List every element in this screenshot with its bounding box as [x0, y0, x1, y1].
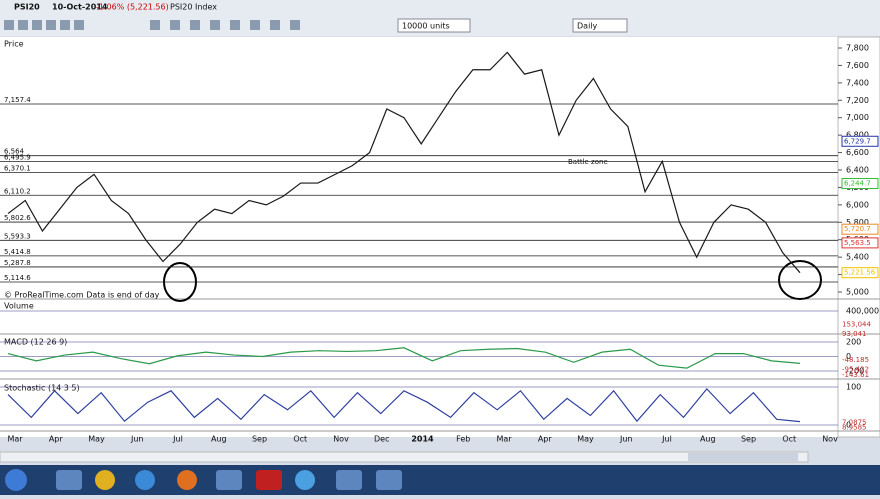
x-tick-label: May	[88, 435, 105, 444]
indicator-tag: 7.0875	[842, 418, 867, 426]
axis-area	[837, 36, 880, 438]
price-tag-label: 5,563.5	[844, 239, 871, 247]
panel-title: Price	[4, 40, 24, 49]
indicator-tag: -95.422	[842, 365, 869, 373]
instrument: PSI20 Index	[170, 3, 217, 12]
level-label: 7,157.4	[4, 96, 31, 104]
scrollbar[interactable]	[0, 451, 809, 463]
change: -1.06% (5,221.56)	[96, 3, 169, 12]
indicator-tag: 8.9585	[842, 424, 867, 432]
panel-title: Stochastic (14 3 5)	[4, 384, 80, 393]
annotation: Battle zone	[568, 158, 608, 166]
x-tick-label: Aug	[211, 435, 227, 444]
y-tick-label: 100	[846, 383, 861, 392]
price-tag	[841, 223, 879, 235]
price-tag	[841, 237, 879, 249]
y-tick-label: 7,400	[846, 78, 869, 87]
panel-title: Volume	[4, 302, 34, 311]
period[interactable]: Daily	[577, 22, 598, 31]
level-label: 6,110.2	[4, 187, 31, 195]
units[interactable]: 10000 units	[402, 22, 450, 31]
scroll-thumb[interactable]	[688, 453, 798, 461]
x-tick-label: 2014	[411, 435, 434, 444]
y-tick-label: 7,200	[846, 96, 869, 105]
x-tick-label: Apr	[538, 435, 553, 444]
symbol: PSI20	[14, 3, 40, 12]
x-tick-label: Jul	[661, 435, 672, 444]
x-tick-label: Nov	[822, 435, 838, 444]
x-tick-label: Mar	[7, 435, 23, 444]
level-label: 5,802.6	[4, 214, 31, 222]
price-line	[7, 51, 801, 274]
y-tick-label: 0	[846, 421, 851, 430]
x-tick-label: Aug	[700, 435, 716, 444]
indicator-tag: -48.185	[842, 356, 869, 364]
y-tick-label: 400,000	[846, 307, 879, 316]
y-tick-label: 6,600	[846, 148, 869, 157]
y-tick-label: 5,000	[846, 288, 869, 297]
macd-line	[7, 347, 801, 369]
price-tag-label: 5,221.56	[844, 269, 876, 277]
period-box[interactable]	[572, 18, 628, 33]
units-box[interactable]	[397, 18, 471, 33]
x-tick-label: Dec	[374, 435, 389, 444]
price-tag	[841, 135, 879, 147]
circle-annotation	[778, 260, 822, 300]
copyright: © ProRealTime.com Data is end of day	[4, 291, 160, 300]
y-tick-label: 5,800	[846, 218, 869, 227]
x-tick-label: Jun	[619, 435, 633, 444]
y-tick-label: 5,400	[846, 253, 869, 262]
x-tick-label: Sep	[252, 435, 267, 444]
price-tag-label: 5,720.7	[844, 225, 871, 233]
taskbar-icons	[5, 469, 402, 491]
level-label: 5,593.3	[4, 232, 31, 240]
level-label: 5,287.8	[4, 259, 31, 267]
level-label: 6,370.1	[4, 165, 31, 173]
y-tick-label: 0	[846, 352, 851, 361]
indicator-tag: 93,041	[842, 330, 867, 338]
level-label: 6,495.9	[4, 154, 31, 162]
y-tick-label: 200	[846, 338, 861, 347]
price-tag-label: 6,729.7	[844, 137, 871, 145]
x-tick-label: May	[577, 435, 594, 444]
y-tick-label: 6,000	[846, 200, 869, 209]
indicator-tag: -143.61	[842, 371, 869, 379]
x-tick-label: Nov	[333, 435, 349, 444]
y-tick-label: 7,600	[846, 61, 869, 70]
x-tick-label: Mar	[496, 435, 512, 444]
y-tick-label: 6,400	[846, 166, 869, 175]
toolbar-icons	[4, 20, 300, 30]
indicator-tag: 153,044	[842, 321, 871, 329]
y-tick-label: 6,800	[846, 131, 869, 140]
date: 10-Oct-2014	[52, 3, 108, 12]
stochastic-line	[7, 387, 801, 423]
x-tick-label: Oct	[293, 435, 307, 444]
level-label: 6,564	[4, 148, 25, 156]
x-tick-label: Apr	[49, 435, 64, 444]
level-label: 5,114.6	[4, 274, 31, 282]
x-tick-label: Jun	[130, 435, 144, 444]
x-tick-label: Sep	[741, 435, 756, 444]
y-tick-label: 7,000	[846, 113, 869, 122]
x-tick-label: Oct	[782, 435, 796, 444]
y-tick-label: 7,800	[846, 44, 869, 53]
x-tick-label: Jul	[172, 435, 183, 444]
price-tag-label: 6,244.7	[844, 180, 871, 188]
price-tag	[841, 267, 879, 279]
price-tag	[841, 178, 879, 190]
y-tick-label: -200	[846, 367, 864, 376]
taskbar	[0, 465, 880, 495]
plot-area	[0, 37, 838, 437]
level-label: 5,414.8	[4, 248, 31, 256]
x-tick-label: Feb	[456, 435, 470, 444]
